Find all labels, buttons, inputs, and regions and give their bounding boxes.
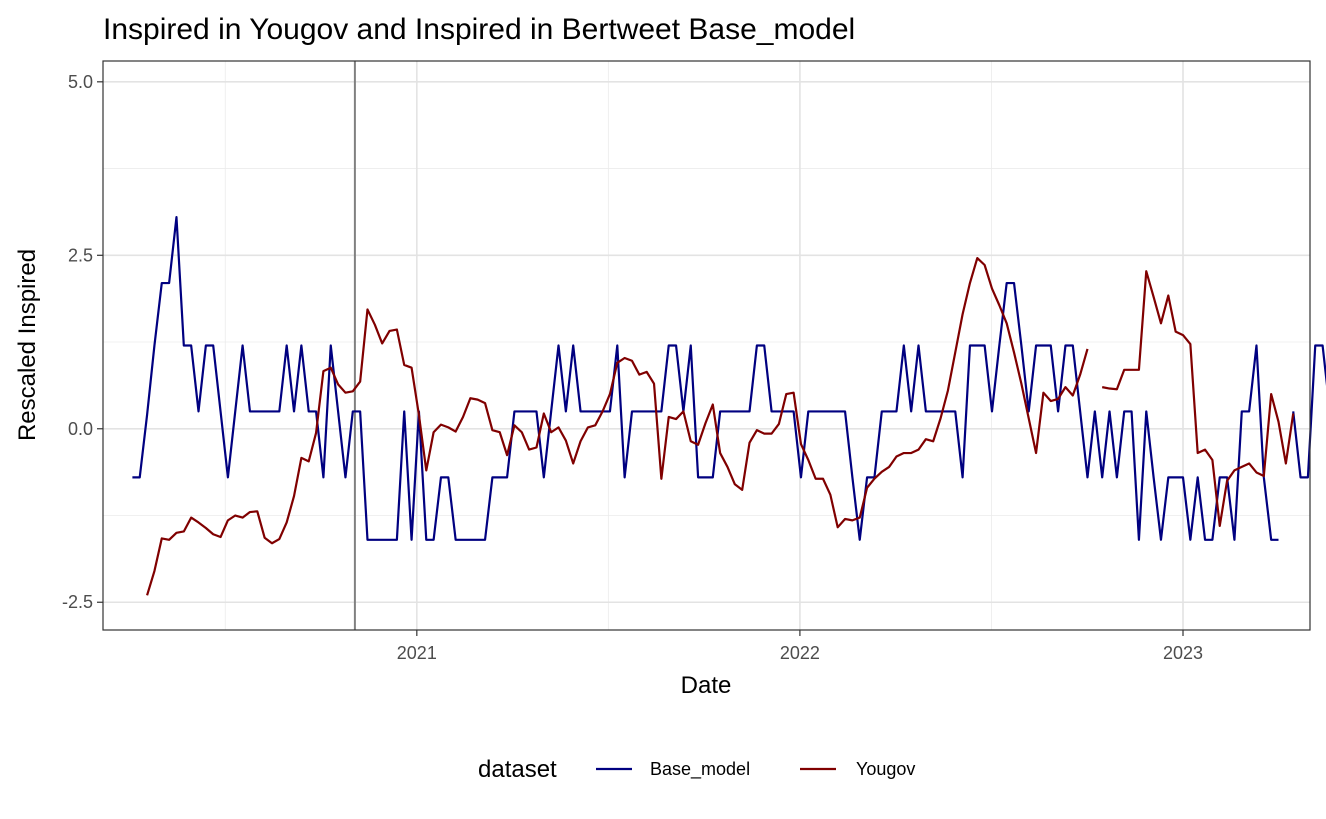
series-line-yougov (146, 256, 1295, 596)
x-tick-label: 2022 (780, 643, 820, 663)
legend-title: dataset (478, 756, 557, 783)
y-tick-label: 5.0 (68, 72, 93, 92)
x-axis-ticks: 2021 2022 2023 (397, 630, 1203, 663)
minor-gridlines (103, 61, 1310, 630)
series-layer (132, 216, 1326, 596)
legend: dataset Base_model Yougov (478, 756, 915, 783)
y-tick-label: 2.5 (68, 245, 93, 265)
chart-title: Inspired in Yougov and Inspired in Bertw… (103, 13, 855, 46)
x-tick-label: 2021 (397, 643, 437, 663)
x-tick-label: 2023 (1163, 643, 1203, 663)
y-tick-label: -2.5 (62, 592, 93, 612)
major-gridlines (103, 61, 1310, 630)
x-axis-title: Date (681, 672, 732, 699)
y-tick-label: 0.0 (68, 419, 93, 439)
y-axis-title: Rescaled Inspired (14, 249, 41, 441)
series-line-base-model (132, 216, 1326, 541)
legend-label-yougov: Yougov (856, 759, 915, 779)
plot-panel-border (102, 60, 1311, 631)
y-axis-ticks: 5.0 2.5 0.0 -2.5 (62, 72, 103, 612)
legend-label-base-model: Base_model (650, 759, 750, 780)
